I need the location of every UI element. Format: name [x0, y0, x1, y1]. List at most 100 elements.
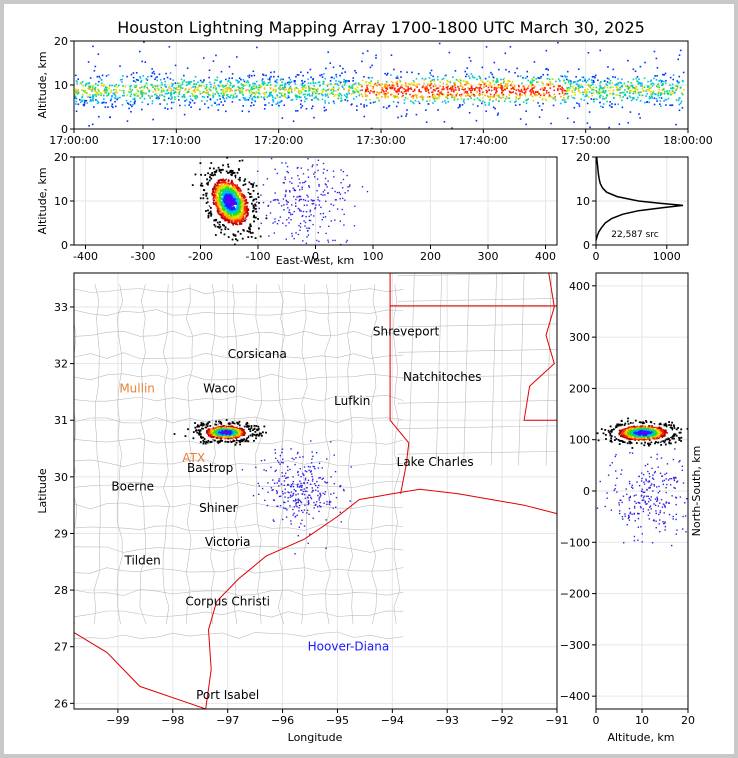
time-point	[533, 92, 536, 95]
east-west-point	[237, 246, 239, 248]
time-point	[316, 97, 319, 100]
time-point	[186, 91, 188, 94]
time-point	[677, 58, 679, 61]
east-west-point	[229, 171, 232, 174]
time-point	[433, 93, 435, 96]
time-point	[492, 79, 495, 82]
time-point	[232, 94, 235, 97]
time-point	[545, 67, 548, 70]
time-point	[674, 85, 677, 88]
time-point	[341, 99, 343, 102]
time-point	[420, 91, 422, 93]
east-west-point	[228, 197, 230, 199]
time-point	[340, 94, 343, 97]
time-point	[81, 93, 84, 96]
time-point	[434, 100, 436, 102]
map-point	[254, 430, 257, 433]
time-point	[102, 94, 105, 97]
time-point	[370, 127, 373, 129]
east-west-point	[200, 182, 203, 185]
time-point	[78, 91, 80, 94]
time-point	[552, 104, 555, 107]
time-point	[532, 76, 535, 79]
time-point	[638, 94, 641, 96]
time-point	[98, 75, 101, 78]
east-west-point	[236, 191, 239, 193]
time-ytick-label: 20	[54, 35, 68, 48]
time-point	[92, 97, 95, 99]
time-point	[254, 100, 256, 102]
texas-louisiana-border	[389, 273, 410, 494]
time-point	[390, 86, 392, 89]
time-point	[363, 104, 365, 106]
east-west-point	[226, 210, 229, 213]
time-point	[529, 94, 532, 96]
time-point	[411, 82, 413, 85]
time-point	[315, 95, 317, 97]
time-point	[373, 101, 376, 103]
county-line	[139, 284, 147, 625]
time-point	[531, 84, 534, 86]
east-west-xtick-label: -200	[188, 250, 213, 263]
time-point	[665, 98, 668, 101]
time-point	[74, 103, 77, 105]
time-point	[290, 87, 293, 90]
time-point	[646, 101, 648, 104]
time-point	[183, 95, 186, 98]
time-point	[437, 78, 439, 81]
time-point	[257, 89, 260, 92]
east-west-point	[267, 205, 269, 207]
time-point	[134, 86, 136, 89]
east-west-point	[217, 197, 220, 200]
time-point	[429, 84, 432, 87]
time-point	[665, 79, 667, 82]
time-point	[413, 89, 416, 92]
time-point	[154, 85, 157, 87]
east-west-point	[269, 212, 272, 214]
east-west-point	[299, 182, 301, 184]
east-west-point	[237, 225, 239, 228]
time-point	[213, 101, 216, 104]
time-point	[282, 88, 284, 91]
time-point	[142, 75, 145, 77]
time-point	[222, 88, 224, 91]
east-west-point	[252, 215, 255, 218]
time-point	[681, 79, 684, 82]
time-point	[372, 101, 375, 104]
east-west-point	[219, 197, 221, 199]
time-point	[655, 79, 658, 81]
east-west-point	[216, 195, 219, 198]
time-point	[467, 98, 469, 100]
east-west-point	[234, 243, 236, 245]
time-point	[619, 139, 621, 141]
time-point	[414, 99, 417, 102]
east-west-point	[229, 203, 231, 206]
time-point	[117, 97, 119, 100]
time-point	[385, 107, 388, 109]
east-west-point	[254, 203, 257, 206]
map-point	[244, 440, 247, 443]
time-point	[242, 105, 245, 107]
time-point	[254, 83, 256, 85]
time-point	[350, 87, 352, 89]
time-point	[496, 77, 498, 80]
time-point	[152, 70, 155, 73]
east-west-point	[235, 192, 238, 194]
time-point	[376, 81, 379, 84]
time-point	[386, 72, 389, 75]
east-west-ytick-label: 0	[61, 239, 68, 252]
east-west-point	[233, 226, 235, 229]
east-west-point	[217, 188, 220, 191]
time-point	[460, 95, 462, 97]
time-point	[561, 99, 564, 101]
east-west-point	[236, 216, 239, 219]
east-west-point	[255, 201, 258, 203]
east-west-point	[319, 213, 322, 215]
time-point	[116, 92, 118, 94]
time-point	[395, 105, 398, 108]
time-point	[241, 110, 244, 112]
time-point	[640, 91, 642, 94]
time-point	[509, 45, 512, 48]
time-point	[573, 81, 575, 83]
east-west-point	[309, 209, 312, 211]
